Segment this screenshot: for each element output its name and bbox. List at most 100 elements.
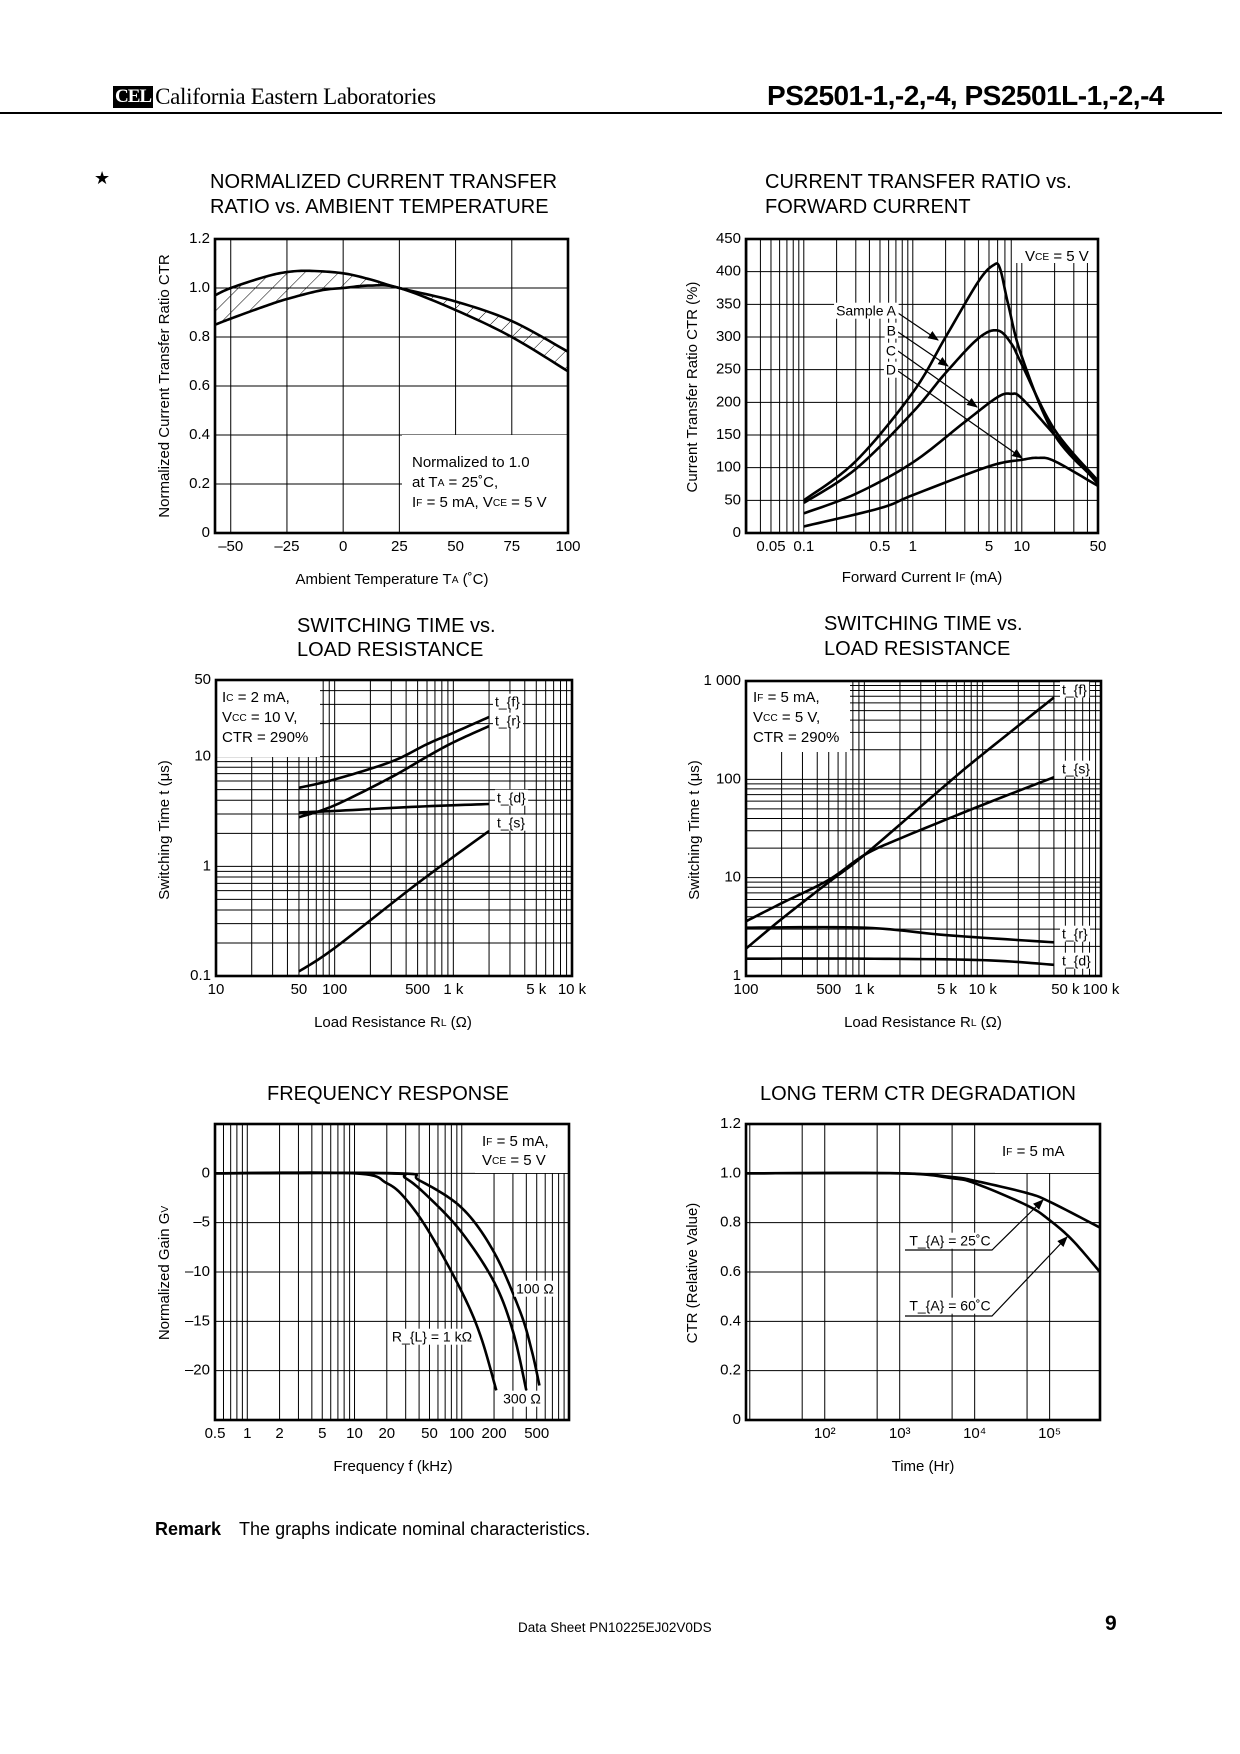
pointer-arrow: [897, 350, 978, 408]
plot-frame: [214, 678, 574, 978]
callout-arrow: [905, 1236, 1068, 1317]
curve-label-bg: [1060, 760, 1093, 777]
series-line-4: [745, 957, 1055, 967]
x-tick-label: 0.05: [756, 538, 785, 555]
x-tick-label: 0.5: [205, 1425, 226, 1442]
condition-note: VCE = 5 V: [482, 1152, 546, 1169]
series-line-2: [803, 328, 1099, 505]
y-tick-label: –10: [185, 1263, 210, 1280]
curve-label: R_{L} = 1 kΩ: [392, 1329, 472, 1345]
series-line-2: [214, 283, 569, 373]
logo-mark: CEL: [113, 86, 154, 108]
y-tick-label: 350: [716, 295, 741, 312]
x-tick-label: 10 k: [968, 981, 997, 998]
x-tick-label: 50: [447, 538, 464, 555]
y-tick-label: 100: [716, 459, 741, 476]
y-axis-label: Normalized Gain GV: [156, 1206, 173, 1341]
y-tick-label: –15: [185, 1312, 210, 1329]
curve-label-bg: [883, 361, 898, 378]
series-line-3: [214, 1171, 541, 1386]
footer-document-id: Data Sheet PN10225EJ02V0DS: [518, 1620, 712, 1635]
x-tick-label: 10 k: [558, 981, 587, 998]
curve-label: t_{s}: [1062, 761, 1090, 777]
curve-label-bg: [883, 342, 898, 359]
curve-label-bg: [495, 814, 528, 831]
condition-note: IF = 5 mA, VCE = 5 V: [412, 494, 547, 511]
x-tick-label: 100: [733, 981, 758, 998]
curve-label-bg: [493, 712, 524, 729]
condition-note: IF = 5 mA: [1002, 1143, 1065, 1160]
chart-title-line: FREQUENCY RESPONSE: [267, 1083, 509, 1105]
y-tick-label: 0: [733, 524, 741, 541]
y-tick-label: 0.8: [189, 328, 210, 345]
curve-label: D: [886, 362, 896, 378]
chart-title-line: LOAD RESISTANCE: [297, 639, 483, 661]
x-tick-label: 50: [1090, 538, 1107, 555]
chart-ctr-vs-temperature: NORMALIZED CURRENT TRANSFER RATIO vs. AMB…: [156, 171, 581, 588]
x-tick-label: 1 k: [443, 981, 464, 998]
chart-title-line: LOAD RESISTANCE: [824, 638, 1010, 660]
curve-label: 300 Ω: [503, 1391, 541, 1407]
x-tick-label: 5 k: [526, 981, 547, 998]
part-numbers-title: PS2501-1,-2,-4, PS2501L-1,-2,-4: [767, 80, 1164, 111]
x-tick-label: 1: [909, 538, 917, 555]
revision-star-icon: ★: [94, 168, 111, 188]
chart-frequency-response: FREQUENCY RESPONSE 0.5 1 2 5 10 20 50 100 200 500 0…: [156, 1083, 571, 1475]
curve-label: t_{r}: [1062, 926, 1088, 942]
y-tick-label: 50: [724, 491, 741, 508]
y-tick-label: 400: [716, 263, 741, 280]
remark-label: Remark: [155, 1519, 222, 1539]
chart-title-line: NORMALIZED CURRENT TRANSFER: [210, 171, 557, 193]
x-tick-label: 75: [503, 538, 520, 555]
x-tick-label: 2: [275, 1425, 283, 1442]
condition-note: IC = 2 mA,: [222, 689, 290, 706]
y-tick-label: 0.2: [720, 1362, 741, 1379]
chart-title-line: LONG TERM CTR DEGRADATION: [760, 1083, 1076, 1105]
x-tick-label: 200: [482, 1425, 507, 1442]
curve-label-bg: [834, 302, 899, 319]
y-tick-label: 0.6: [189, 377, 210, 394]
y-tick-label: 450: [716, 230, 741, 247]
curve-label-bg: [907, 1297, 993, 1314]
chart-long-term-ctr-degradation: LONG TERM CTR DEGRADATION 10² 10³ 10⁴ 10⁵ 0 0.…: [684, 1083, 1102, 1475]
company-name: California Eastern Laboratories: [155, 84, 436, 109]
x-axis-label: Load Resistance RL (Ω): [314, 1014, 472, 1031]
x-tick-label: 100: [322, 981, 347, 998]
x-tick-label: 1 k: [854, 981, 875, 998]
condition-note: IF = 5 mA,: [482, 1133, 549, 1150]
x-tick-label: 500: [405, 981, 430, 998]
curve-label: 100 Ω: [516, 1281, 554, 1297]
curve-label: t_{f}: [495, 694, 520, 710]
y-axis-label: Normalized Current Transfer Ratio CTR: [156, 254, 173, 518]
condition-note: VCC = 10 V,: [222, 709, 297, 726]
curve-label-bg: [907, 1232, 993, 1249]
condition-note: VCC = 5 V,: [753, 709, 820, 726]
y-axis-label: Switching Time t (μs): [156, 760, 173, 900]
x-tick-label: 50: [291, 981, 308, 998]
annotation-area: [1015, 239, 1097, 263]
x-tick-label: 5: [985, 538, 993, 555]
x-tick-label: 10: [1013, 538, 1030, 555]
condition-note: IF = 5 mA,: [753, 689, 820, 706]
remark-text: The graphs indicate nominal characterist…: [239, 1519, 591, 1539]
y-tick-label: 0: [202, 524, 210, 541]
curve-label: C: [886, 343, 896, 359]
page-number: 9: [1105, 1612, 1117, 1635]
curve-label: t_{r}: [495, 713, 521, 729]
series-line-4: [298, 829, 490, 973]
remark: Remark The graphs indicate nominal charac…: [155, 1519, 590, 1540]
series-line-4: [803, 456, 1099, 528]
curve-label-bg: [501, 1390, 543, 1407]
curve-label: t_{s}: [497, 815, 525, 831]
curve-label-bg: [1060, 925, 1091, 942]
y-tick-label: 10: [724, 869, 741, 886]
y-axis-label: CTR (Relative Value): [684, 1203, 701, 1344]
annotation-area: [217, 681, 320, 757]
chart-switching-time-vs-load-resistance-2: SWITCHING TIME vs. LOAD RESISTANCE 100 500 1…: [686, 613, 1120, 1031]
grid: [746, 238, 1099, 534]
pointer-arrow: [897, 312, 939, 341]
curve-label: T_{A} = 25˚C: [909, 1233, 990, 1249]
x-axis-label: Ambient Temperature TA (˚C): [296, 571, 489, 588]
x-tick-label: 500: [816, 981, 841, 998]
x-axis-label: Load Resistance RL (Ω): [844, 1014, 1002, 1031]
